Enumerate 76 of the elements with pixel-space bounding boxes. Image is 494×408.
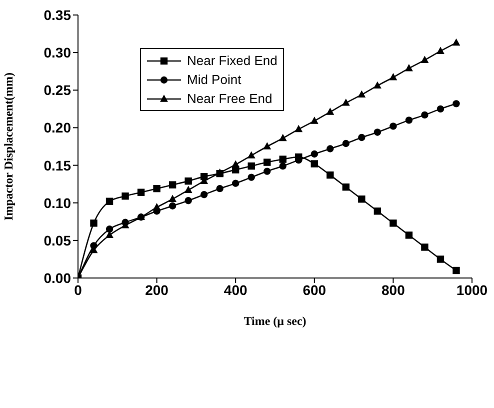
x-tick-label: 200 [145, 282, 169, 298]
point [279, 156, 286, 163]
legend-label: Mid Point [187, 72, 242, 87]
point [152, 203, 161, 210]
y-tick-label: 0.30 [44, 44, 72, 61]
point [421, 111, 428, 119]
x-axis-title: Time (μ sec) [244, 314, 306, 328]
point [390, 220, 397, 227]
point [374, 128, 382, 136]
point [168, 194, 177, 202]
point [310, 150, 318, 158]
point [342, 183, 350, 191]
y-tick-label: 0.25 [44, 82, 72, 98]
point [436, 46, 444, 54]
point [405, 232, 413, 239]
point [184, 197, 192, 204]
point [248, 174, 255, 181]
x-tick-label: 600 [302, 282, 326, 298]
x-tick-label: 400 [224, 282, 248, 298]
point [184, 186, 192, 193]
point [264, 168, 271, 175]
point [264, 158, 271, 166]
legend-label: Near Fixed End [187, 53, 278, 68]
point [232, 180, 240, 187]
point [216, 184, 224, 192]
point [358, 134, 366, 142]
point [263, 142, 272, 150]
point [342, 98, 350, 106]
point [326, 145, 334, 152]
point [90, 220, 98, 227]
point [436, 256, 444, 263]
point [168, 181, 176, 188]
legend-label: Near Free End [187, 91, 272, 106]
point [200, 190, 208, 198]
point [452, 38, 460, 46]
x-tick-label: 800 [382, 282, 406, 298]
y-tick-label: 0.00 [44, 270, 72, 286]
point [106, 198, 114, 205]
point [153, 184, 160, 192]
point [137, 188, 145, 196]
point [248, 162, 255, 170]
point [373, 81, 382, 89]
point [374, 208, 382, 215]
point [436, 105, 444, 113]
y-axis-title: Impactor Displacement(mm) [1, 72, 16, 221]
point [232, 160, 240, 168]
point [294, 124, 303, 132]
point [326, 171, 334, 179]
point [452, 100, 460, 108]
y-tick-label: 0.10 [44, 194, 72, 211]
y-tick-label: 0.35 [44, 6, 72, 23]
point [420, 56, 429, 63]
point [168, 202, 176, 210]
point [278, 134, 287, 142]
point [389, 73, 398, 80]
point [421, 244, 428, 251]
point [326, 108, 334, 115]
y-tick-label: 0.05 [44, 232, 72, 248]
point [452, 266, 460, 274]
y-tick-label: 0.20 [44, 120, 72, 136]
point [405, 64, 413, 72]
point [106, 226, 114, 233]
point [342, 140, 350, 148]
point [390, 122, 397, 130]
point [279, 162, 286, 170]
x-tick-label: 0 [74, 282, 82, 298]
x-tick-label: 1000 [456, 282, 488, 298]
point [310, 160, 318, 168]
y-tick-label: 0.15 [44, 157, 72, 174]
point [310, 116, 318, 124]
point [358, 90, 366, 98]
point [122, 192, 129, 200]
point [247, 151, 256, 158]
point [405, 116, 413, 124]
point [358, 196, 366, 203]
point [184, 177, 192, 185]
